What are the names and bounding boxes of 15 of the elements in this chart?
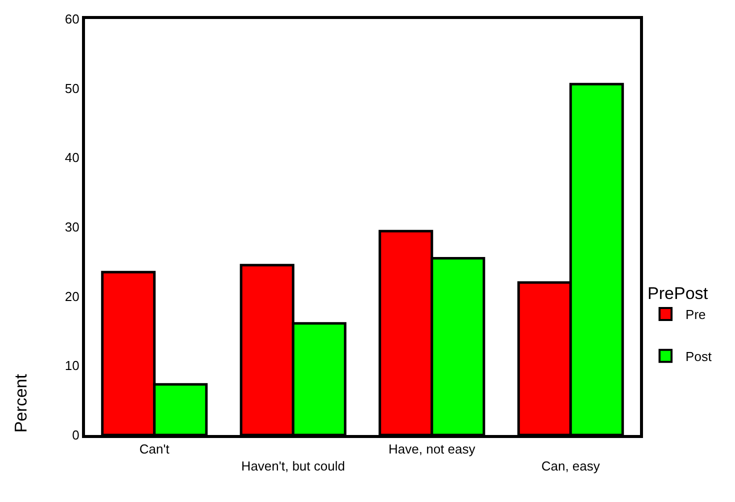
x-tick-label: Haven't, but could xyxy=(241,458,345,474)
legend-label: Pre xyxy=(686,307,706,322)
y-tick-label: 30 xyxy=(64,220,80,235)
y-tick-label: 40 xyxy=(64,150,80,166)
y-tick-label: 50 xyxy=(64,80,80,96)
y-tick-label: 20 xyxy=(64,288,80,304)
legend-label: Post xyxy=(686,348,712,364)
x-tick-label: Have, not easy xyxy=(388,442,476,457)
legend-title: PrePost xyxy=(648,284,708,304)
y-axis-title: Percent xyxy=(12,374,31,433)
x-tick-label: Can't xyxy=(139,442,170,457)
y-tick-label: 10 xyxy=(64,358,80,374)
x-tick-label: Can, easy xyxy=(541,458,600,474)
y-tick-label: 60 xyxy=(64,12,80,27)
y-tick-label: 0 xyxy=(72,428,80,443)
